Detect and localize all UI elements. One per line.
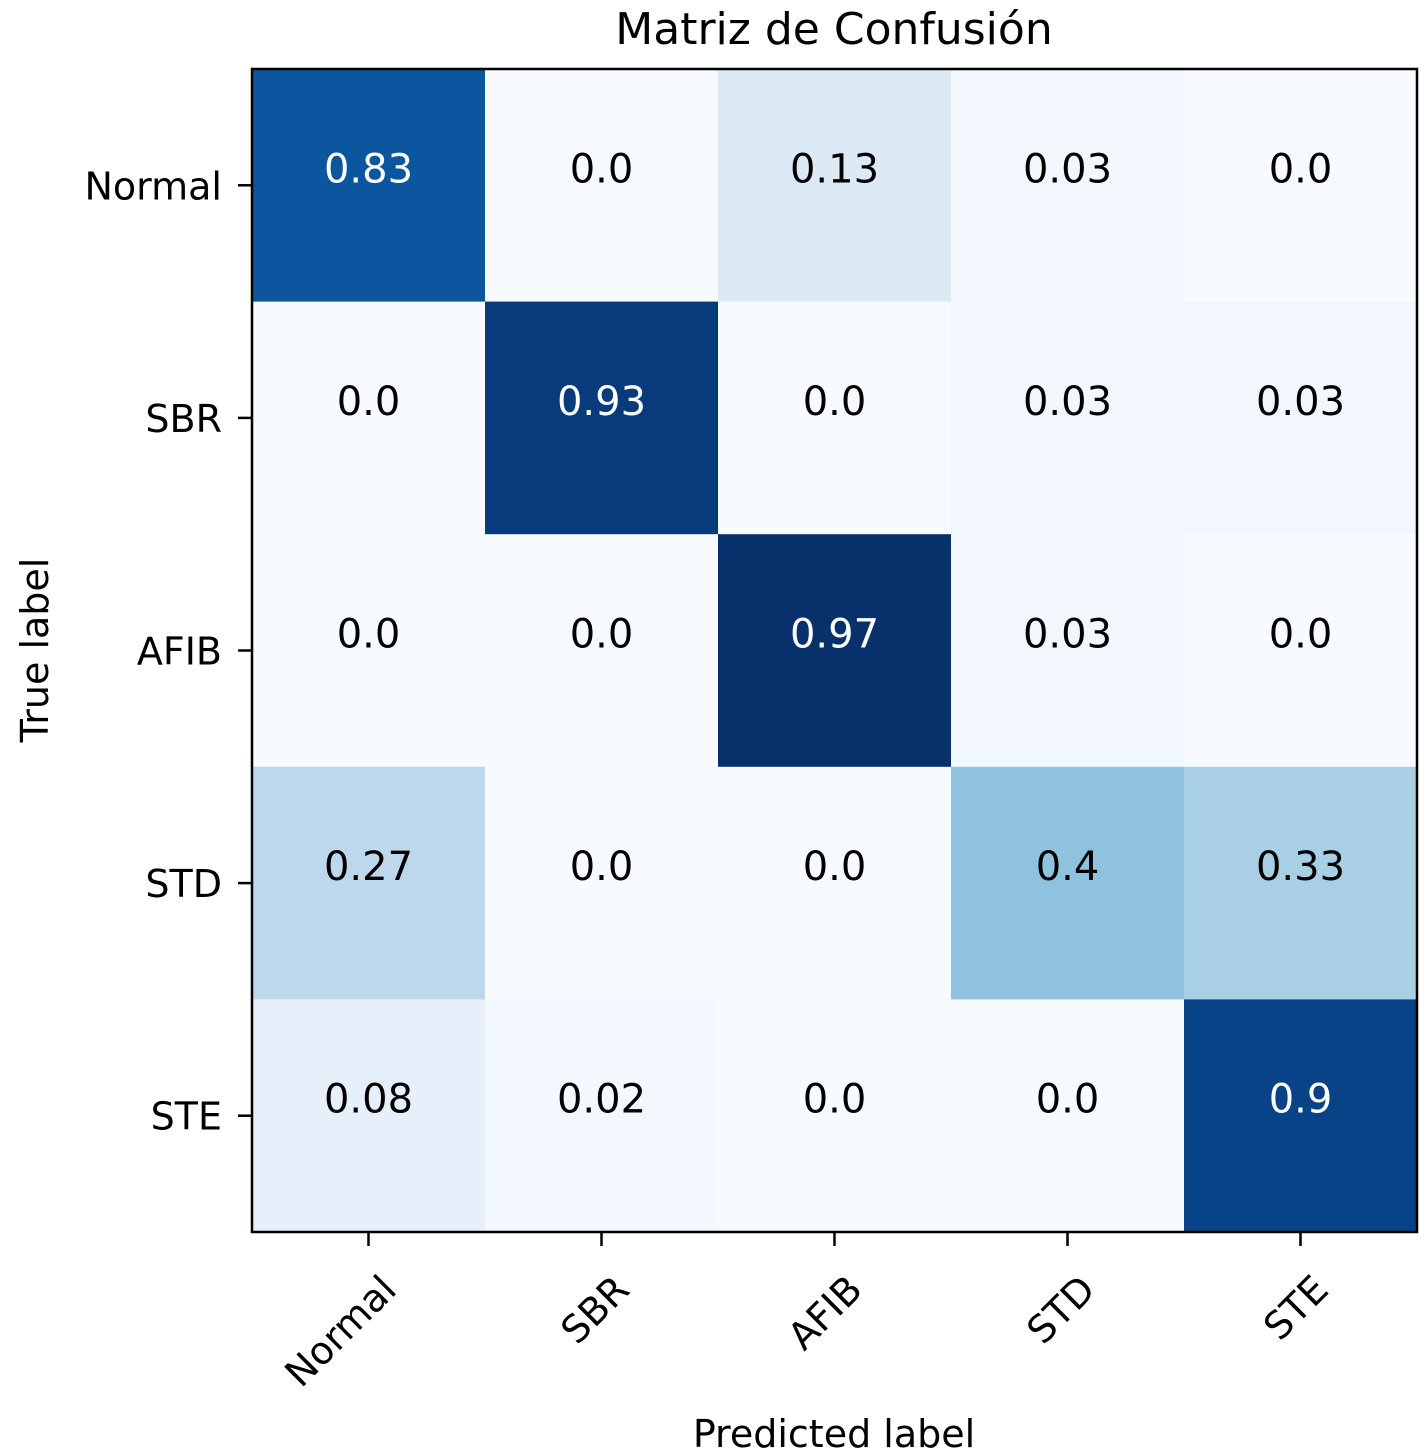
cell-value-labels: 0.83 0.0 0.13 0.03 0.0 0.0 0.93 0.0 0.03 0.03 0.0 0…: [324, 146, 1345, 1122]
heatmap-cell: [485, 301, 719, 535]
x-tick-label: SBR: [552, 1267, 637, 1352]
cell-value-label: 0.93: [557, 379, 646, 425]
cell-value-label: 0.0: [1269, 612, 1333, 658]
heatmap-cell: [485, 766, 719, 1000]
heatmap-cell: [1184, 999, 1418, 1233]
heatmap-cell: [718, 301, 952, 535]
heatmap-cell: [718, 766, 952, 1000]
heatmap-cell: [1184, 69, 1418, 303]
cell-value-label: 0.0: [570, 146, 634, 192]
heatmap-cell: [718, 69, 952, 303]
cell-value-label: 0.0: [803, 844, 867, 890]
x-tick-label: STD: [1018, 1267, 1103, 1352]
cell-value-label: 0.0: [1036, 1077, 1100, 1123]
heatmap-cell: [951, 301, 1185, 535]
heatmap-cell: [252, 301, 486, 535]
x-axis-label: Predicted label: [693, 1412, 975, 1452]
cell-value-label: 0.0: [337, 612, 401, 658]
y-tick-label: STE: [151, 1095, 222, 1139]
heatmap-cell: [252, 999, 486, 1233]
heatmap-cell: [1184, 534, 1418, 768]
cell-value-label: 0.03: [1023, 146, 1112, 192]
cell-value-label: 0.03: [1023, 612, 1112, 658]
heatmap-cells: [252, 69, 1418, 1233]
cell-value-label: 0.03: [1256, 379, 1345, 425]
chart-title: Matriz de Confusión: [615, 4, 1052, 55]
heatmap-cell: [951, 534, 1185, 768]
heatmap-cell: [1184, 301, 1418, 535]
cell-value-label: 0.27: [324, 844, 413, 890]
x-tick-label: STE: [1255, 1267, 1337, 1349]
heatmap-cell: [951, 999, 1185, 1233]
cell-value-label: 0.08: [324, 1077, 413, 1123]
cell-value-label: 0.0: [803, 1077, 867, 1123]
y-tick-label: STD: [145, 862, 222, 906]
cell-value-label: 0.02: [557, 1077, 646, 1123]
y-tick-label: SBR: [145, 397, 222, 441]
cell-value-label: 0.0: [803, 379, 867, 425]
heatmap-cell: [485, 999, 719, 1233]
heatmap-cell: [485, 69, 719, 303]
heatmap-cell: [718, 534, 952, 768]
cell-value-label: 0.03: [1023, 379, 1112, 425]
cell-value-label: 0.9: [1269, 1077, 1333, 1123]
heatmap-cell: [951, 766, 1185, 1000]
cell-value-label: 0.97: [790, 612, 879, 658]
cell-value-label: 0.33: [1256, 844, 1345, 890]
cell-value-label: 0.83: [324, 146, 413, 192]
heatmap-cell: [252, 766, 486, 1000]
heatmap-cell: [485, 534, 719, 768]
cell-value-label: 0.0: [570, 612, 634, 658]
y-tick-label: AFIB: [137, 630, 222, 674]
heatmap-cell: [252, 69, 486, 303]
cell-value-label: 0.0: [1269, 146, 1333, 192]
cell-value-label: 0.0: [570, 844, 634, 890]
y-axis-label: True label: [13, 558, 57, 744]
heatmap-cell: [1184, 766, 1418, 1000]
y-axis: Normal SBR AFIB STD STE: [85, 164, 252, 1139]
cell-value-label: 0.4: [1036, 844, 1100, 890]
x-axis: Normal SBR AFIB STD STE: [276, 1232, 1337, 1395]
heatmap-cell: [252, 534, 486, 768]
x-tick-label: AFIB: [779, 1267, 870, 1358]
cell-value-label: 0.0: [337, 379, 401, 425]
cell-value-label: 0.13: [790, 146, 879, 192]
y-tick-label: Normal: [85, 164, 223, 208]
heatmap-cell: [718, 999, 952, 1233]
x-tick-label: Normal: [276, 1267, 404, 1395]
heatmap-cell: [951, 69, 1185, 303]
